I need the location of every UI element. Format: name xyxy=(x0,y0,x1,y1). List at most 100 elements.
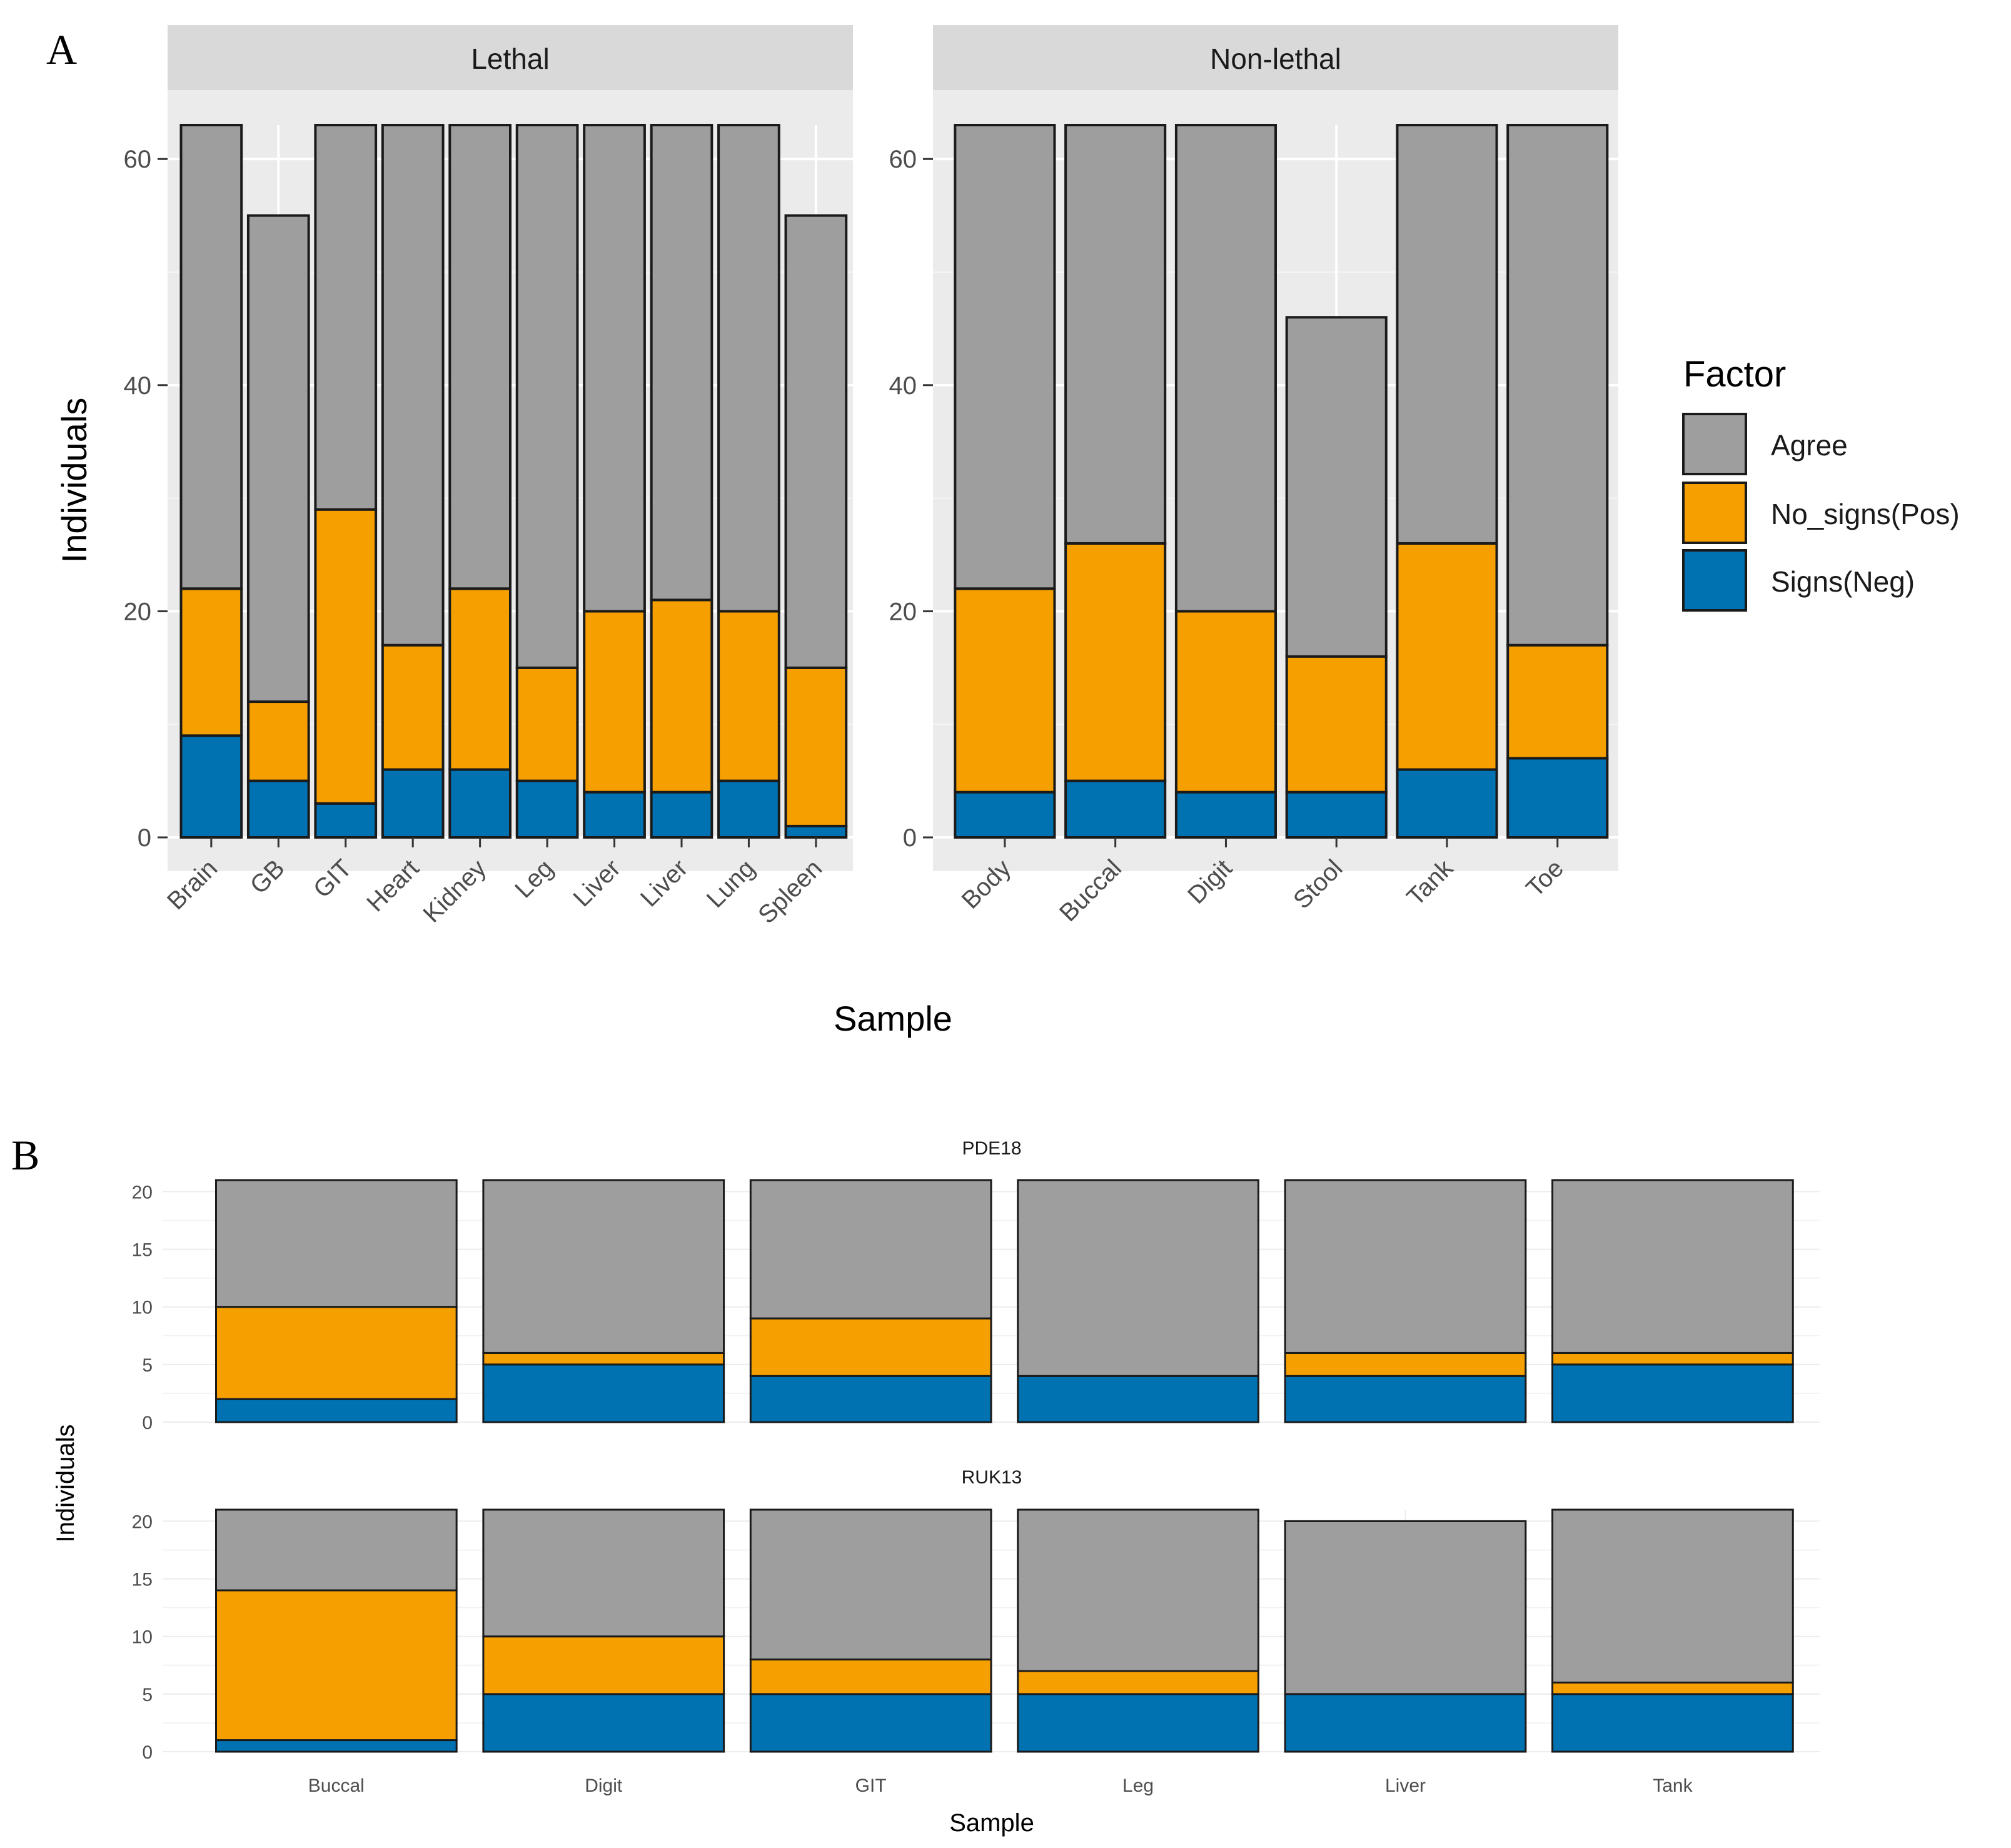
facet-lethal-label: Lethal xyxy=(471,43,549,75)
bar-segment-non-lethal-digit-signs-neg xyxy=(1174,790,1277,839)
facet-ruk13-x-tick-label: Buccal xyxy=(308,1775,365,1796)
facet-pde18-y-tick-label: 15 xyxy=(132,1240,153,1261)
facet-ruk13-label: RUK13 xyxy=(962,1467,1022,1488)
facet-ruk13-y-tick-label: 5 xyxy=(142,1685,153,1705)
facet-ruk13-x-tick-label: Digit xyxy=(585,1775,623,1796)
bar-segment-lethal-gb-no-signs-pos xyxy=(246,700,310,782)
facet-non-lethal-y-tick-label: 0 xyxy=(903,824,917,852)
bar-segment-lethal-kidney-signs-neg xyxy=(448,768,512,839)
bar-segment-non-lethal-body-no-signs-pos xyxy=(954,587,1056,794)
facet-pde18-label: PDE18 xyxy=(962,1138,1021,1159)
legend-label-no-signs-pos: No_signs(Pos) xyxy=(1771,498,1960,530)
legend-title: Factor xyxy=(1683,354,1786,395)
bar-segment-lethal-kidney-agree xyxy=(448,124,512,590)
bar-segment-pde18-leg-agree xyxy=(1017,1179,1259,1377)
bar-segment-ruk13-leg-agree xyxy=(1017,1508,1259,1672)
facet-lethal-bars xyxy=(179,124,848,839)
bar-segment-non-lethal-buccal-signs-neg xyxy=(1064,779,1167,839)
bar-segment-lethal-liver-signs-neg xyxy=(583,790,646,839)
panel-a-y-axis-title: Individuals xyxy=(54,398,94,563)
facet-non-lethal-y-tick-label: 40 xyxy=(889,372,917,400)
bar-segment-pde18-liver-no-signs-pos xyxy=(1284,1351,1527,1377)
facet-ruk13: RUK13 0 5 10 15 20 Buccal Digit GIT Leg Liver Tan… xyxy=(132,1467,1820,1796)
bar-segment-non-lethal-digit-no-signs-pos xyxy=(1174,610,1277,794)
legend-swatch-agree xyxy=(1682,413,1747,475)
bar-segment-ruk13-git-signs-neg xyxy=(749,1693,992,1753)
bar-segment-lethal-leg-no-signs-pos xyxy=(515,666,579,782)
bar-segment-pde18-digit-signs-neg xyxy=(482,1363,725,1423)
facet-ruk13-y-tick-label: 10 xyxy=(132,1627,153,1648)
bar-segment-non-lethal-tank-signs-neg xyxy=(1396,768,1498,839)
facet-non-lethal-label: Non-lethal xyxy=(1210,43,1341,75)
bar-segment-lethal-spleen-no-signs-pos xyxy=(784,666,848,827)
bar-segment-pde18-tank-agree xyxy=(1551,1179,1794,1354)
bar-segment-lethal-heart-signs-neg xyxy=(381,768,445,839)
bar-segment-non-lethal-buccal-no-signs-pos xyxy=(1064,542,1167,782)
legend-label-signs-neg: Signs(Neg) xyxy=(1771,565,1915,598)
bar-segment-lethal-liver-no-signs-pos xyxy=(583,610,646,794)
bar-segment-ruk13-leg-no-signs-pos xyxy=(1017,1670,1259,1695)
bar-segment-non-lethal-body-signs-neg xyxy=(954,790,1056,839)
bar-segment-lethal-heart-agree xyxy=(381,124,445,647)
bar-segment-lethal-lung-agree xyxy=(717,124,780,613)
bar-segment-pde18-leg-signs-neg xyxy=(1017,1375,1259,1423)
facet-pde18: PDE18 0 5 10 15 20 xyxy=(132,1138,1820,1433)
bar-segment-lethal-spleen-agree xyxy=(784,214,848,669)
bar-segment-ruk13-git-agree xyxy=(749,1508,992,1661)
bar-segment-pde18-buccal-signs-neg xyxy=(214,1398,458,1423)
bar-segment-lethal-lung-signs-neg xyxy=(717,779,780,839)
bar-segment-ruk13-leg-signs-neg xyxy=(1017,1693,1259,1753)
facet-pde18-bars xyxy=(214,1179,1794,1423)
bar-segment-lethal-liver-no-signs-pos xyxy=(650,598,713,794)
legend-swatch-signs-neg xyxy=(1682,549,1747,612)
facet-ruk13-x-ticks: Buccal Digit GIT Leg Liver Tank xyxy=(308,1775,1693,1796)
facet-lethal-y-tick-label: 40 xyxy=(124,372,152,400)
bar-segment-lethal-brain-agree xyxy=(179,124,243,590)
bar-segment-lethal-git-no-signs-pos xyxy=(314,508,378,805)
facet-ruk13-y-tick-label: 0 xyxy=(142,1742,153,1763)
facet-non-lethal-y-tick-label: 60 xyxy=(889,146,917,173)
bar-segment-ruk13-tank-signs-neg xyxy=(1551,1693,1794,1753)
bar-segment-non-lethal-tank-agree xyxy=(1396,124,1498,545)
bar-segment-ruk13-liver-agree xyxy=(1284,1520,1527,1695)
bar-segment-non-lethal-toe-no-signs-pos xyxy=(1506,644,1609,760)
bar-segment-pde18-git-no-signs-pos xyxy=(749,1317,992,1377)
bar-segment-non-lethal-body-agree xyxy=(954,124,1056,590)
bar-segment-lethal-brain-signs-neg xyxy=(179,734,243,839)
bar-segment-pde18-liver-signs-neg xyxy=(1284,1375,1527,1423)
bar-segment-ruk13-buccal-agree xyxy=(214,1508,458,1592)
bar-segment-lethal-git-agree xyxy=(314,124,378,511)
panel-b-y-axis-title: Individuals xyxy=(52,1424,79,1542)
facet-ruk13-x-tick-label: Liver xyxy=(1385,1775,1426,1796)
bar-segment-ruk13-buccal-no-signs-pos xyxy=(214,1589,458,1742)
legend-label-agree: Agree xyxy=(1771,429,1848,462)
bar-segment-non-lethal-digit-agree xyxy=(1174,124,1277,613)
bar-segment-ruk13-tank-no-signs-pos xyxy=(1551,1681,1794,1695)
panel-a-x-axis-title: Sample xyxy=(834,999,952,1038)
bar-segment-pde18-buccal-no-signs-pos xyxy=(214,1306,458,1400)
legend-swatch-no-signs-pos xyxy=(1682,482,1747,544)
facet-ruk13-y-tick-label: 20 xyxy=(132,1512,153,1532)
bar-segment-ruk13-digit-agree xyxy=(482,1508,725,1638)
bar-segment-lethal-gb-signs-neg xyxy=(246,779,310,839)
bar-segment-pde18-git-agree xyxy=(749,1179,992,1320)
facet-lethal-y-tick-label: 20 xyxy=(124,598,152,625)
facet-pde18-y-tick-label: 20 xyxy=(132,1182,153,1203)
facet-ruk13-y-tick-label: 15 xyxy=(132,1570,153,1590)
facet-pde18-y-tick-label: 0 xyxy=(142,1413,153,1433)
bar-segment-lethal-gb-agree xyxy=(246,214,310,704)
facet-lethal-y-tick-label: 60 xyxy=(124,146,152,173)
panel-a-letter: A xyxy=(46,26,77,73)
facet-ruk13-x-tick-label: GIT xyxy=(855,1775,887,1796)
bar-segment-ruk13-digit-no-signs-pos xyxy=(482,1635,725,1695)
bar-segment-pde18-buccal-agree xyxy=(214,1179,458,1308)
bar-segment-ruk13-buccal-signs-neg xyxy=(214,1739,458,1753)
bar-segment-non-lethal-stool-no-signs-pos xyxy=(1285,655,1388,794)
facet-ruk13-x-tick-label: Tank xyxy=(1653,1775,1693,1796)
bar-segment-lethal-leg-agree xyxy=(515,124,579,669)
bar-segment-non-lethal-toe-signs-neg xyxy=(1506,757,1609,839)
bar-segment-ruk13-tank-agree xyxy=(1551,1508,1794,1684)
